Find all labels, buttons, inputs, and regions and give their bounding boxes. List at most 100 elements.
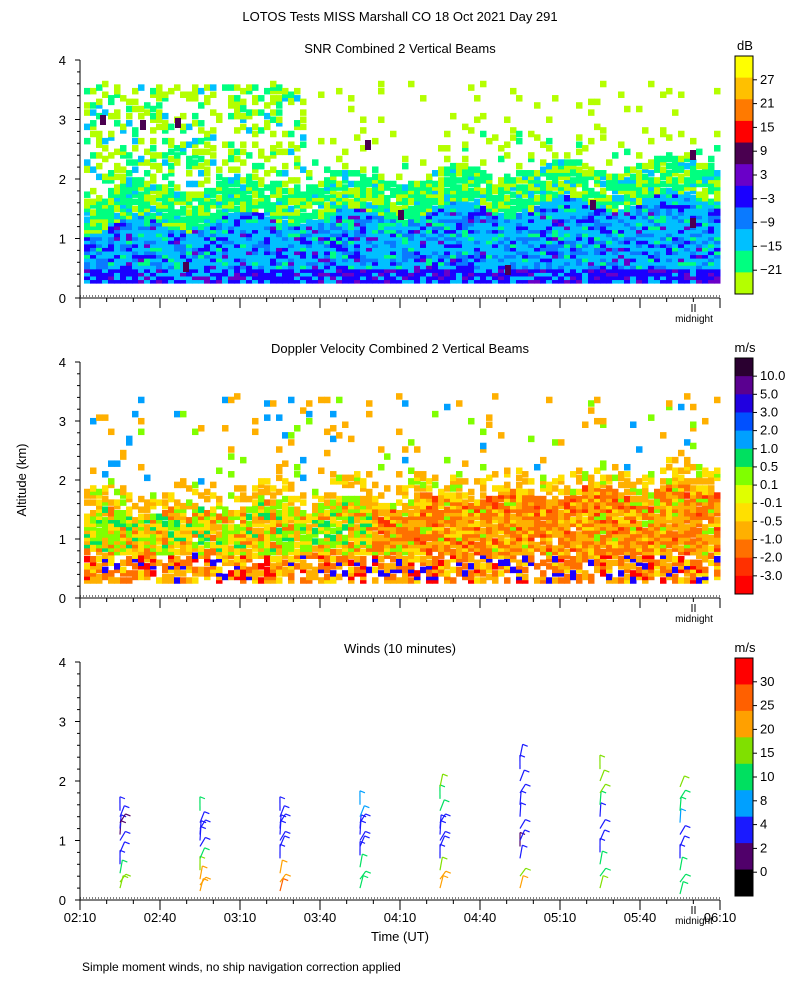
- doppler-cell: [108, 499, 115, 506]
- doppler-cell: [186, 517, 193, 524]
- doppler-cell: [324, 450, 331, 457]
- doppler-cell: [480, 563, 487, 570]
- snr-cell: [84, 124, 91, 130]
- doppler-cell: [252, 528, 259, 535]
- snr-cell: [168, 188, 175, 195]
- doppler-cell: [120, 510, 127, 517]
- snr-cell: [132, 166, 139, 173]
- snr-cell: [534, 195, 541, 202]
- doppler-cell: [234, 393, 241, 400]
- snr-cell: [576, 166, 583, 173]
- snr-cell: [522, 170, 529, 177]
- snr-cell: [240, 124, 247, 130]
- snr-cell: [528, 131, 535, 138]
- snr-cell: [192, 120, 199, 127]
- doppler-cell: [312, 528, 319, 535]
- doppler-cell: [120, 450, 127, 457]
- snr-cell: [606, 159, 613, 166]
- snr-cell: [252, 131, 259, 138]
- snr-cell: [504, 174, 511, 181]
- snr-cell: [498, 145, 505, 152]
- doppler-cell: [414, 492, 421, 499]
- snr-cell: [186, 124, 193, 130]
- snr-cell: [444, 188, 451, 195]
- snr-cell: [120, 174, 127, 181]
- doppler-cell: [138, 397, 145, 404]
- snr-cell: [342, 170, 349, 177]
- doppler-cell: [276, 528, 283, 535]
- doppler-cell: [162, 499, 169, 506]
- doppler-cell: [228, 492, 235, 499]
- doppler-cell: [324, 499, 331, 506]
- snr-cell: [516, 170, 523, 177]
- doppler-cell: [444, 485, 451, 492]
- snr-cell: [510, 88, 517, 95]
- snr-cell: [516, 184, 523, 191]
- snr-cell: [654, 177, 661, 184]
- snr-cell: [294, 177, 301, 184]
- doppler-cell: [312, 538, 319, 545]
- snr-cell: [552, 159, 559, 166]
- snr-cell: [336, 170, 343, 177]
- snr-cell: [183, 262, 189, 272]
- doppler-cell: [144, 563, 151, 570]
- snr-cell: [276, 109, 283, 116]
- snr-cell: [612, 195, 619, 202]
- doppler-cell: [234, 524, 241, 531]
- doppler-cell: [420, 471, 427, 478]
- doppler-cell: [210, 482, 217, 489]
- doppler-cell: [348, 436, 355, 443]
- doppler-cell: [348, 560, 355, 567]
- snr-cell: [606, 195, 613, 202]
- snr-cell: [624, 106, 631, 113]
- snr-cell: [408, 181, 415, 188]
- snr-cell: [300, 109, 307, 116]
- snr-cell: [90, 188, 97, 195]
- doppler-cell: [192, 577, 199, 584]
- doppler-cell: [348, 482, 355, 489]
- snr-cell: [384, 195, 391, 202]
- snr-cell: [132, 127, 139, 134]
- snr-cell: [678, 156, 685, 163]
- snr-cell: [348, 106, 355, 113]
- doppler-cell: [396, 499, 403, 506]
- doppler-cell: [396, 510, 403, 517]
- doppler-cell: [378, 517, 385, 524]
- snr-cell: [96, 84, 103, 91]
- snr-cell: [294, 95, 301, 102]
- snr-cell: [594, 124, 601, 130]
- snr-cell: [516, 131, 523, 138]
- doppler-cell: [174, 411, 181, 418]
- snr-cell: [90, 166, 97, 173]
- snr-cell: [174, 84, 181, 91]
- doppler-cell: [84, 556, 91, 563]
- snr-cell: [138, 177, 145, 184]
- snr-cell: [90, 199, 97, 206]
- doppler-cell: [402, 446, 409, 453]
- snr-cell: [132, 99, 139, 106]
- snr-cell: [300, 134, 307, 141]
- doppler-cell: [270, 542, 277, 549]
- doppler-cell: [318, 397, 325, 404]
- doppler-cell: [108, 429, 115, 436]
- snr-cell: [600, 81, 607, 88]
- snr-cell: [468, 166, 475, 173]
- snr-cell: [150, 174, 157, 181]
- snr-cell: [360, 116, 367, 123]
- doppler-cell: [270, 492, 277, 499]
- snr-cell: [516, 213, 523, 220]
- snr-cell: [84, 109, 91, 116]
- doppler-cell: [420, 492, 427, 499]
- doppler-cell: [312, 545, 319, 552]
- y-tick-label: 4: [59, 53, 66, 68]
- snr-cell: [198, 224, 205, 231]
- doppler-cell: [258, 489, 265, 496]
- doppler-cell: [300, 457, 307, 464]
- doppler-cell: [204, 567, 211, 574]
- doppler-cell: [96, 414, 103, 421]
- doppler-cell: [468, 418, 475, 425]
- doppler-cell: [360, 496, 367, 503]
- doppler-cell: [102, 567, 109, 574]
- doppler-cell: [276, 499, 283, 506]
- snr-cell: [474, 116, 481, 123]
